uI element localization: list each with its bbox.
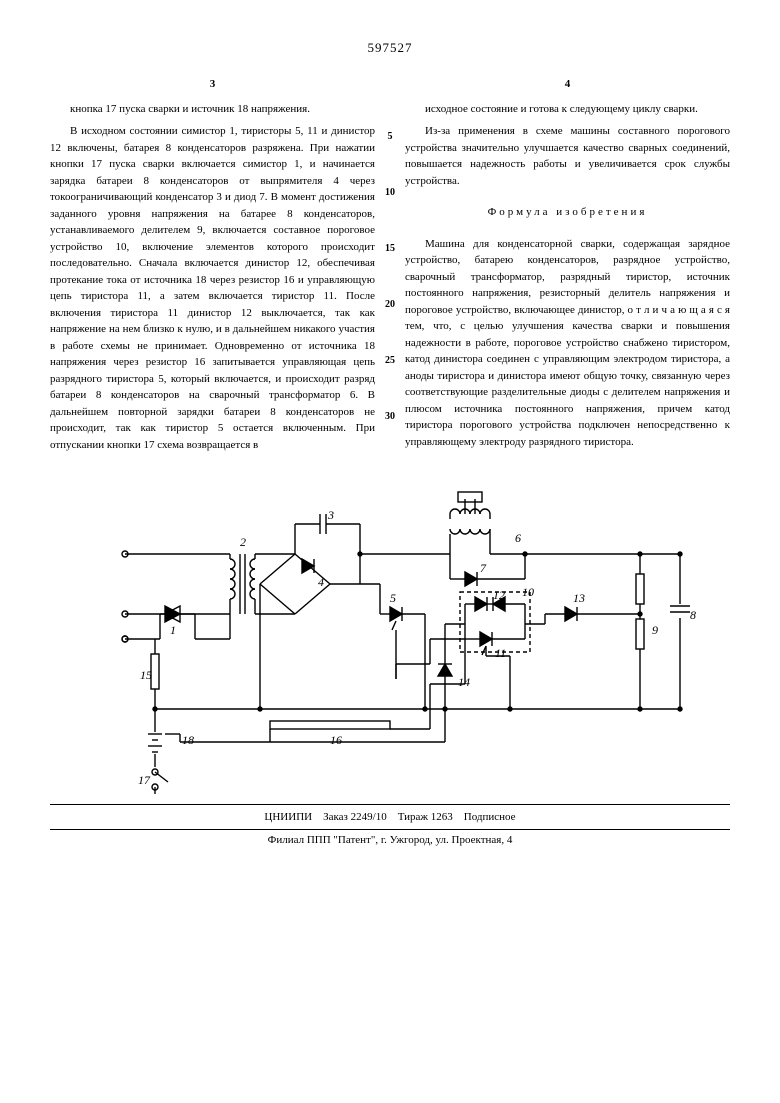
svg-text:3: 3 [327,508,334,522]
svg-text:8: 8 [690,608,696,622]
paragraph: В исходном состоянии симистор 1, тиристо… [50,123,375,453]
svg-text:12: 12 [493,588,505,602]
footer-tirage: Тираж 1263 [398,811,453,823]
svg-text:18: 18 [182,733,194,747]
footer-order: Заказ 2249/10 [323,811,387,823]
footer-org: ЦНИИПИ [264,811,312,823]
paragraph: исходное состояние и готова к следующему… [405,101,730,118]
circuit-diagram: 123456789101112131415161718 [70,484,710,794]
formula-title: Формула изобретения [405,204,730,221]
right-col-number: 4 [405,76,730,93]
svg-text:15: 15 [140,668,152,682]
svg-text:14: 14 [458,675,470,689]
left-col-number: 3 [50,76,375,93]
patent-page: 597527 5 10 15 20 25 30 3 кнопка 17 пуск… [0,0,780,876]
svg-text:10: 10 [522,585,534,599]
patent-number: 597527 [50,40,730,56]
svg-text:5: 5 [390,591,396,605]
line-markers: 5 10 15 20 25 30 [380,76,400,422]
text-columns-wrapper: 5 10 15 20 25 30 3 кнопка 17 пуска сварк… [50,76,730,459]
svg-text:2: 2 [240,535,246,549]
svg-text:9: 9 [652,623,658,637]
right-column: 4 исходное состояние и готова к следующе… [405,76,730,459]
footer-line-1: ЦНИИПИ Заказ 2249/10 Тираж 1263 Подписно… [50,804,730,830]
svg-text:16: 16 [330,733,342,747]
footer-line-2: Филиал ППП "Патент", г. Ужгород, ул. Про… [50,830,730,846]
svg-text:17: 17 [138,773,151,787]
paragraph: кнопка 17 пуска сварки и источник 18 нап… [50,101,375,118]
svg-text:4: 4 [318,575,324,589]
svg-text:1: 1 [170,623,176,637]
footer-sub: Подписное [464,811,516,823]
svg-text:13: 13 [573,591,585,605]
svg-text:7: 7 [480,561,487,575]
svg-text:11: 11 [495,646,506,660]
formula-text: Машина для конденсаторной сварки, содерж… [405,236,730,451]
svg-text:6: 6 [515,531,521,545]
paragraph: Из-за применения в схеме машины составно… [405,123,730,189]
left-column: 3 кнопка 17 пуска сварки и источник 18 н… [50,76,375,459]
